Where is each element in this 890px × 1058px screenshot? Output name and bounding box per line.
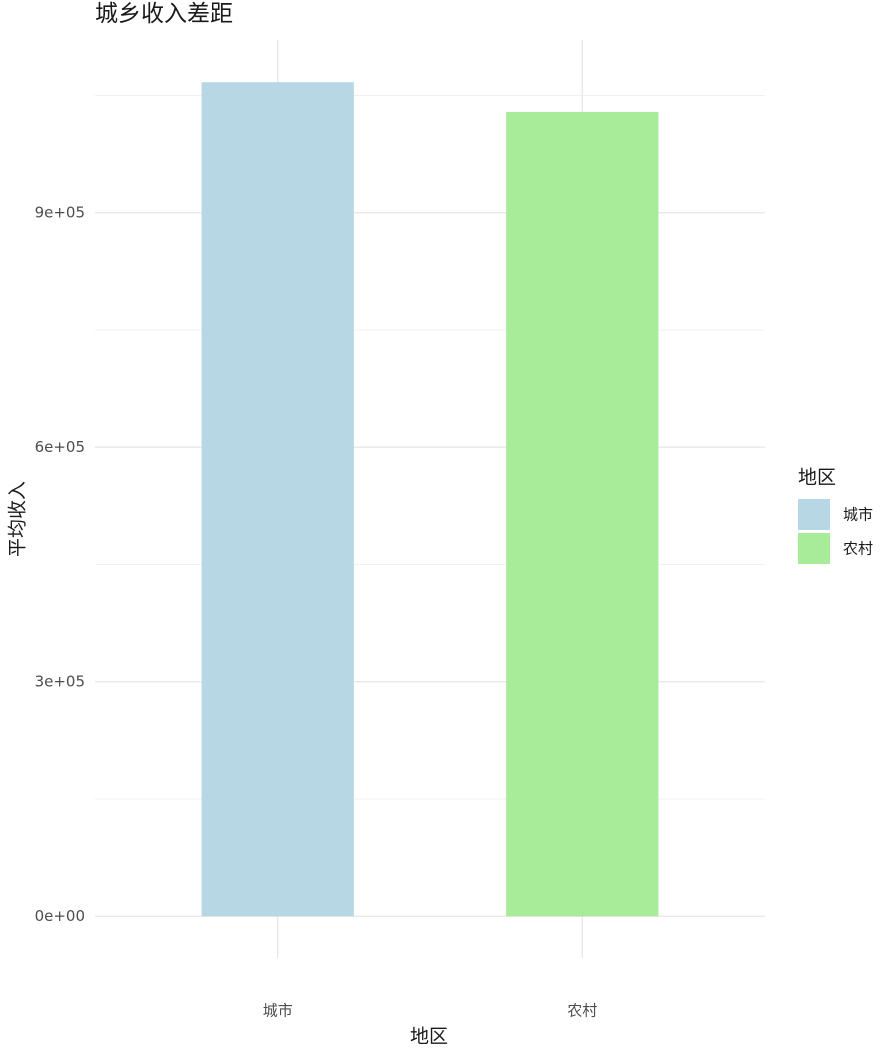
chart-title: 城乡收入差距 <box>95 1 233 27</box>
y-tick-label: 9e+05 <box>35 203 85 221</box>
y-tick-label: 0e+00 <box>35 907 85 925</box>
x-tick-label: 农村 <box>567 1002 597 1020</box>
bar <box>506 111 659 917</box>
x-tick-label: 城市 <box>263 1002 293 1020</box>
legend-label: 城市 <box>843 506 873 524</box>
y-axis-title: 平均收入 <box>7 481 29 557</box>
y-tick-label: 6e+05 <box>35 438 85 456</box>
legend-key <box>798 533 830 564</box>
legend-label: 农村 <box>843 540 873 558</box>
bar <box>201 82 354 917</box>
x-axis-title: 地区 <box>410 1026 448 1048</box>
legend-key <box>798 499 830 530</box>
y-tick-label: 3e+05 <box>35 672 85 690</box>
legend-title: 地区 <box>798 467 836 489</box>
